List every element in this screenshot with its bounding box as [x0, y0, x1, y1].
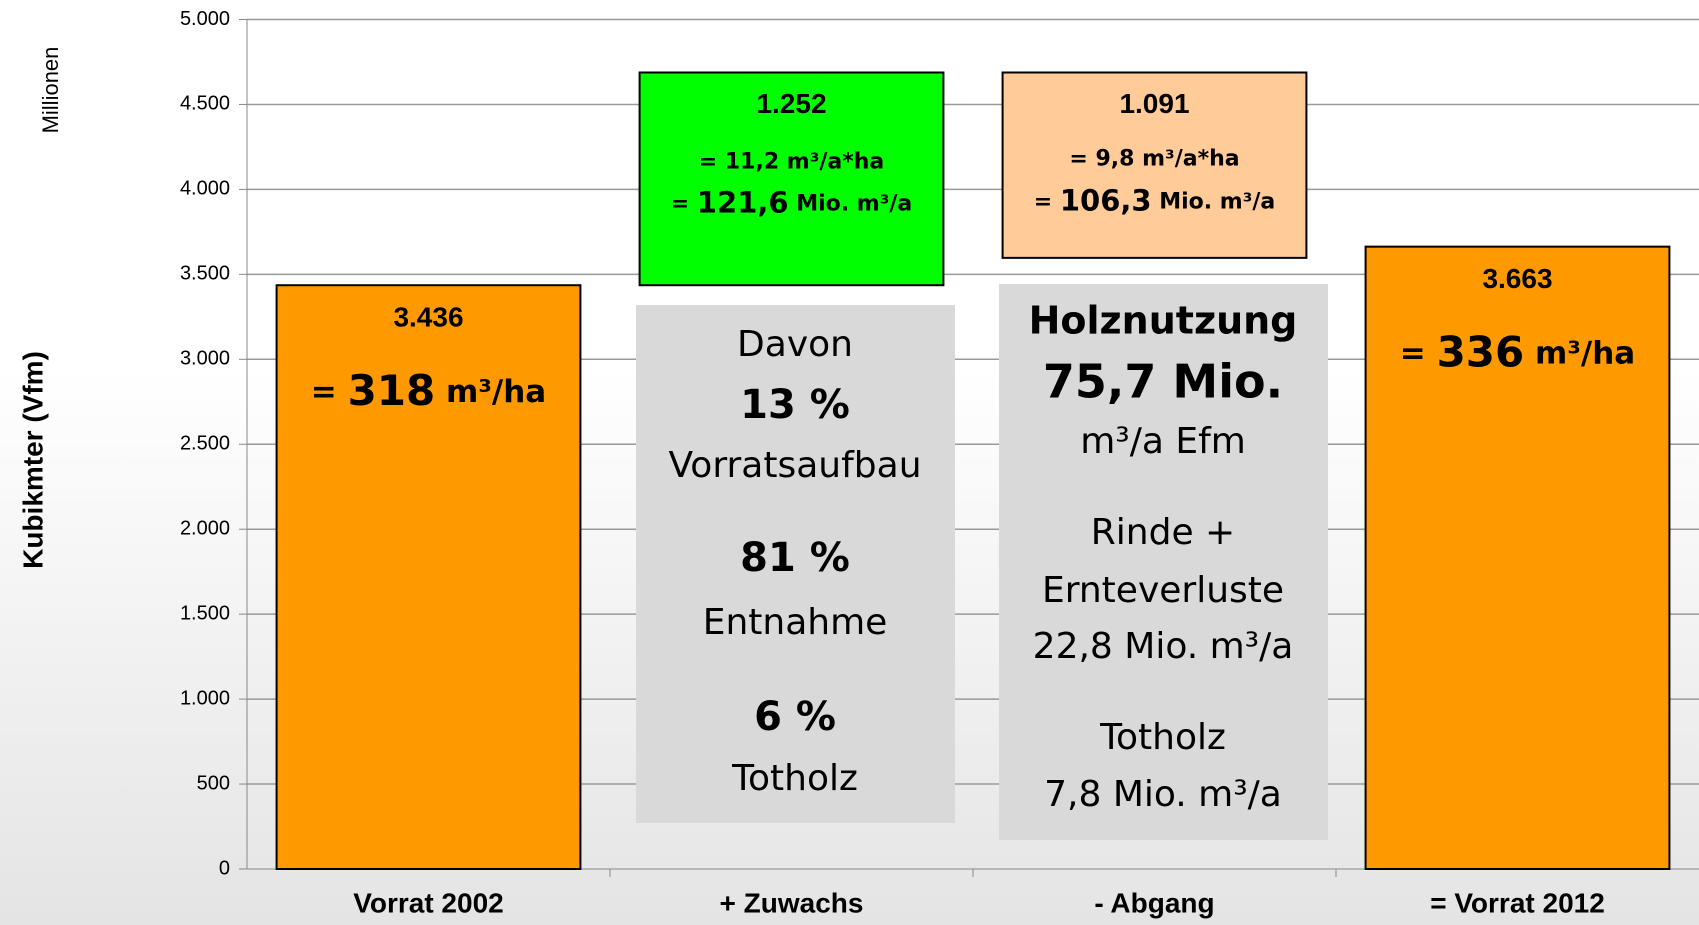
annotation-text: Totholz	[731, 758, 858, 799]
x-tick-label: = Vorrat 2012	[1430, 887, 1605, 918]
annotation-text: 22,8 Mio. m³/a	[1033, 626, 1294, 667]
y-tick-label: 1.500	[180, 602, 230, 624]
value-label: 1.091	[1119, 88, 1189, 119]
bar-note-part: = 11,2 m³/a*ha	[699, 150, 885, 175]
annotation-text: m³/a Efm	[1080, 421, 1246, 462]
annotation-text: Entnahme	[703, 602, 888, 643]
bar-note-part: m³/ha	[435, 374, 546, 410]
bar-note-part: Mio. m³/a	[789, 192, 913, 217]
bar-note-part: 121,6	[697, 186, 789, 220]
bar-note-part: 318	[348, 366, 436, 415]
y-tick-label: 0	[219, 857, 230, 879]
bar-note-part: 336	[1437, 327, 1525, 376]
bar-note-part: 106,3	[1060, 184, 1152, 218]
bar-note: = 106,3 Mio. m³/a	[1034, 184, 1276, 218]
annotation-text: 6 %	[754, 694, 836, 740]
bar	[1001, 71, 1308, 259]
bar-note-part: Mio. m³/a	[1152, 190, 1276, 215]
bar-note: = 9,8 m³/a*ha	[1069, 147, 1239, 172]
y-tick-label: 5.000	[180, 8, 230, 30]
value-label: 1.252	[756, 88, 826, 119]
annotation-text: Ernteverluste	[1042, 570, 1284, 611]
bar	[275, 284, 582, 871]
bar-note-part: =	[311, 374, 348, 410]
x-tick-label: + Zuwachs	[720, 887, 864, 918]
value-label: 3.436	[393, 302, 463, 333]
bar-note: = 318 m³/ha	[311, 366, 546, 415]
bar	[1364, 245, 1671, 870]
bar-note-part: m³/ha	[1524, 335, 1635, 371]
y-tick-label: 3.000	[180, 348, 230, 370]
bar	[638, 71, 945, 287]
bar-note: = 121,6 Mio. m³/a	[671, 186, 913, 220]
plot: 0 500 1.000 1.500 2.000 2.500 3.000 3.500 4.000 4…	[180, 8, 1699, 918]
annotation-text: 81 %	[740, 535, 850, 581]
annotation-text: 13 %	[740, 382, 850, 428]
annotation-text: Rinde +	[1091, 512, 1235, 553]
annotation-text: Davon	[737, 324, 853, 365]
annotation-box	[636, 305, 955, 823]
annotation-box	[999, 284, 1328, 840]
bar-note: = 11,2 m³/a*ha	[699, 150, 885, 175]
y-tick-label: 2.500	[180, 433, 230, 455]
y-tick-label: 1.000	[180, 687, 230, 709]
annotation-text: 7,8 Mio. m³/a	[1044, 774, 1282, 815]
x-tick-label: Vorrat 2002	[353, 887, 503, 918]
x-tick-label: - Abgang	[1094, 887, 1214, 918]
annotation-text: Vorratsaufbau	[668, 445, 921, 486]
y-tick-label: 3.500	[180, 263, 230, 285]
bar-note: = 336 m³/ha	[1400, 327, 1635, 376]
y-tick-label: 2.000	[180, 517, 230, 539]
annotation-text: Totholz	[1099, 717, 1226, 758]
y-axis-label: Kubikmter (Vfm)	[17, 351, 48, 569]
bar-note-part: =	[1034, 190, 1060, 215]
bar-note-part: =	[671, 192, 697, 217]
y-tick-label: 4.000	[180, 178, 230, 200]
y-tick-label: 4.500	[180, 93, 230, 115]
bar-note-part: =	[1400, 335, 1437, 371]
value-label: 3.663	[1482, 263, 1552, 294]
annotation-text: Holznutzung	[1029, 299, 1298, 343]
bar-note-part: = 9,8 m³/a*ha	[1069, 147, 1239, 172]
y-tick-label: 500	[197, 772, 230, 794]
y-unit-label: Millionen	[38, 47, 63, 134]
annotation-text: 75,7 Mio.	[1043, 355, 1283, 409]
